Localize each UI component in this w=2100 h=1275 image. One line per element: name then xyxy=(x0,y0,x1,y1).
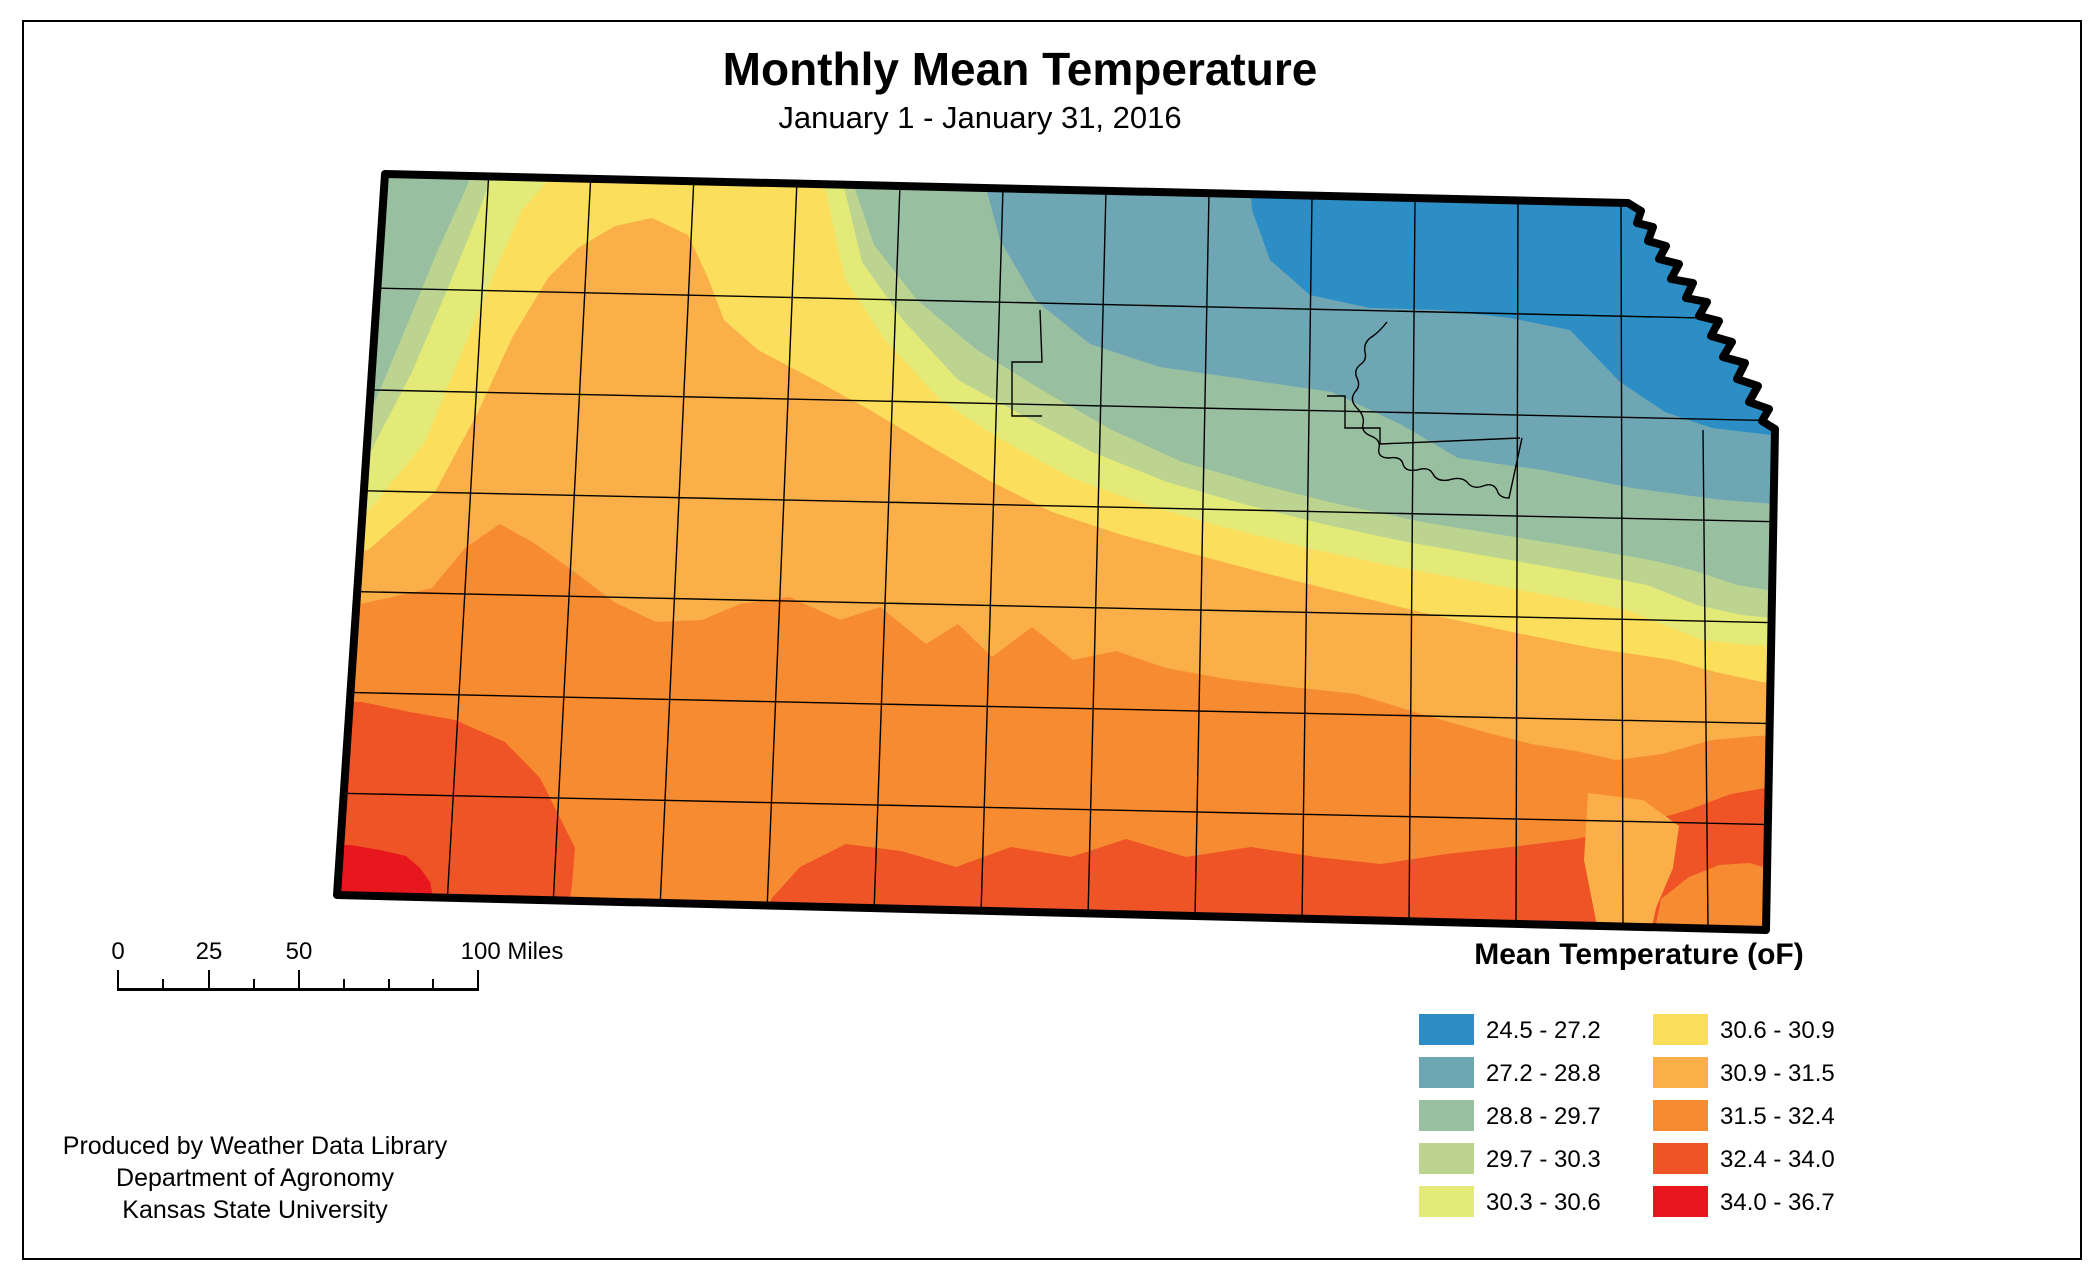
scale-label-25: 25 xyxy=(195,938,223,965)
credits-line-3: Kansas State University xyxy=(122,1196,388,1224)
legend-label: 27.2 - 28.8 xyxy=(1486,1060,1601,1087)
page-subtitle: January 1 - January 31, 2016 xyxy=(778,100,1182,135)
scale-tick xyxy=(343,979,345,988)
legend-swatch xyxy=(1653,1014,1708,1045)
scale-tick xyxy=(253,979,255,988)
scale-label-100-miles: 100 Miles xyxy=(460,938,564,965)
temp-band-31-5-32-4-secorner xyxy=(1653,863,1775,930)
legend-label: 31.5 - 32.4 xyxy=(1720,1103,1835,1130)
temp-band-34-0-36-7 xyxy=(337,845,433,900)
scale-tick xyxy=(388,979,390,988)
credits-line-2: Department of Agronomy xyxy=(116,1164,394,1192)
scale-tick xyxy=(298,970,300,988)
legend-label: 29.7 - 30.3 xyxy=(1486,1146,1601,1173)
legend-label: 24.5 - 27.2 xyxy=(1486,1017,1601,1044)
river-county-boundary xyxy=(1351,321,1523,499)
legend-swatch xyxy=(1653,1057,1708,1088)
scale-tick xyxy=(477,970,479,988)
legend-label: 30.9 - 31.5 xyxy=(1720,1060,1835,1087)
legend-label: 30.6 - 30.9 xyxy=(1720,1017,1835,1044)
scale-label-0: 0 xyxy=(111,938,125,965)
outer-frame xyxy=(22,20,2082,1260)
scale-tick xyxy=(208,970,210,988)
credits-line-1: Produced by Weather Data Library xyxy=(62,1132,448,1160)
legend-swatch xyxy=(1419,1014,1474,1045)
legend-label: 28.8 - 29.7 xyxy=(1486,1103,1601,1130)
legend-swatch xyxy=(1653,1143,1708,1174)
scale-bar-baseline xyxy=(117,988,479,991)
legend-swatch xyxy=(1419,1057,1474,1088)
county-boundaries xyxy=(337,174,1775,929)
legend-swatch xyxy=(1653,1186,1708,1217)
scale-tick xyxy=(432,979,434,988)
legend-swatch xyxy=(1419,1143,1474,1174)
legend-swatch xyxy=(1419,1100,1474,1131)
scale-tick xyxy=(162,979,164,988)
temp-band-30-9-31-5-southeast xyxy=(1584,793,1679,930)
legend-label: 30.3 - 30.6 xyxy=(1486,1189,1601,1216)
legend-label: 34.0 - 36.7 xyxy=(1720,1189,1835,1216)
credits-block: Produced by Weather Data Library Departm… xyxy=(40,1130,470,1226)
scale-tick xyxy=(117,970,119,988)
legend-title: Mean Temperature (oF) xyxy=(1474,938,1804,971)
page-title: Monthly Mean Temperature xyxy=(722,43,1318,95)
legend-swatch xyxy=(1419,1186,1474,1217)
legend-swatch xyxy=(1653,1100,1708,1131)
state-border xyxy=(333,170,1779,934)
scale-label-50: 50 xyxy=(285,938,313,965)
legend-label: 32.4 - 34.0 xyxy=(1720,1146,1835,1173)
